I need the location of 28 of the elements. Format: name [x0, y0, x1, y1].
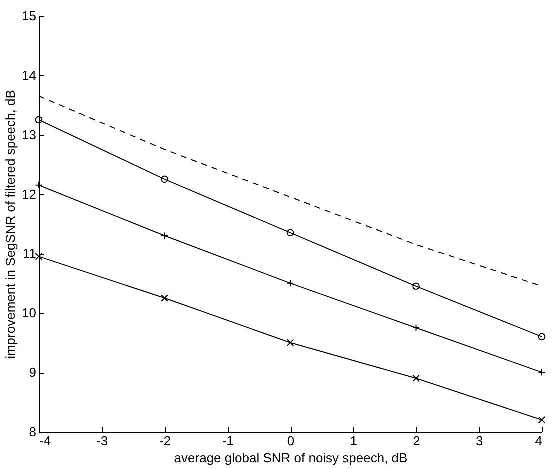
x-axis-title: average global SNR of noisy speech, dB: [174, 450, 408, 466]
point: [538, 333, 546, 341]
y-tick-label: 11: [23, 246, 36, 262]
y-tick-label: 14: [22, 68, 36, 83]
point: [286, 229, 294, 237]
x-tick-label: -4: [40, 434, 52, 448]
point: [412, 282, 420, 290]
y-axis-title: improvement in SegSNR of filtered speech, dB: [3, 90, 18, 359]
point: [35, 116, 43, 124]
x-tick-label: -1: [222, 434, 234, 448]
y-tick-label: 13: [22, 127, 36, 142]
point: [538, 416, 546, 424]
x-tick-label: 4: [535, 434, 542, 448]
x-tick-label: 0: [287, 434, 295, 448]
point: [412, 374, 420, 382]
x-tick-label: 2: [413, 434, 420, 448]
point: [161, 294, 168, 302]
point: [286, 339, 294, 347]
x-tick-label: 1: [350, 434, 358, 448]
x-tick-label: 3: [476, 434, 484, 448]
y-tick-label: 9: [29, 365, 36, 380]
y-tick-label: 10: [22, 306, 36, 321]
point: [161, 176, 168, 184]
x-tick-label: -3: [96, 434, 108, 448]
y-tick-label: 12: [22, 186, 36, 202]
y-tick-label: 15: [22, 8, 36, 24]
x-tick-label: -2: [159, 434, 172, 448]
y-tick-label: 8: [29, 424, 36, 440]
